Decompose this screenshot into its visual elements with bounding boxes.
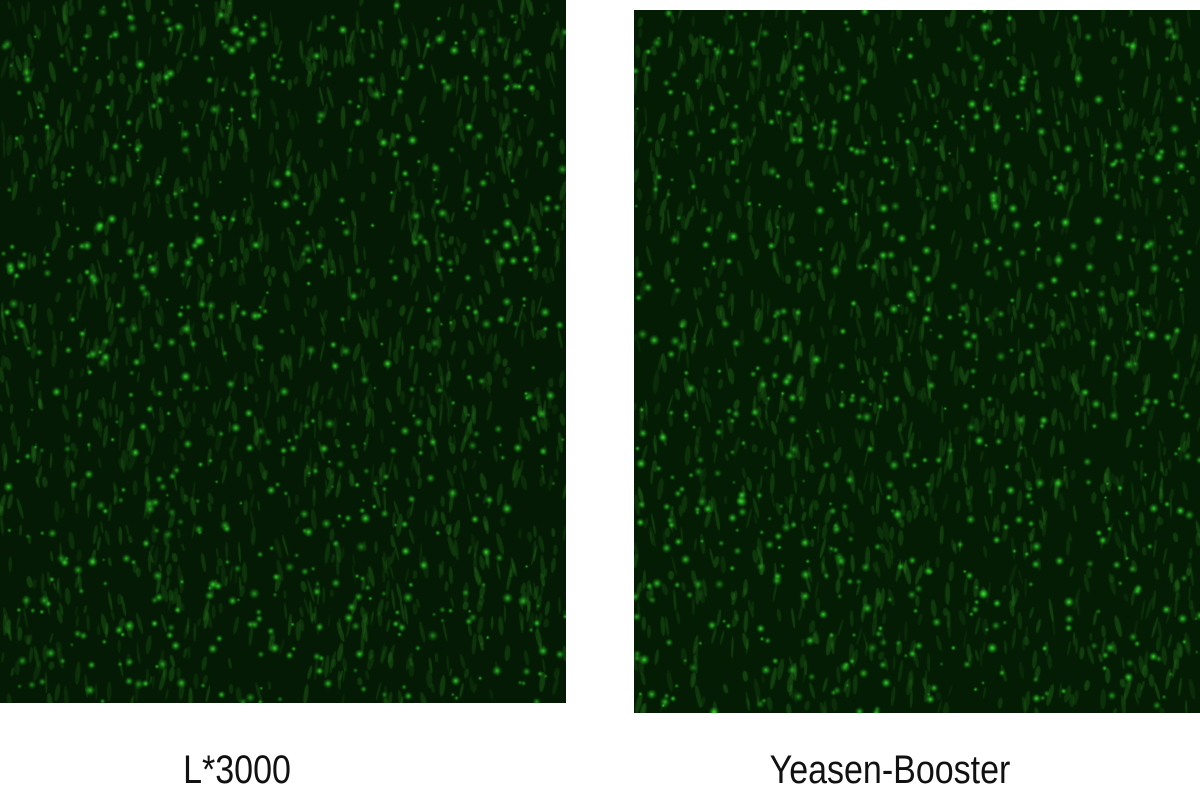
fluorescence-image-yeasen-booster xyxy=(634,10,1200,713)
panel-label-l3000: L*3000 xyxy=(183,748,291,792)
panel-label-yeasen-booster: Yeasen-Booster xyxy=(769,748,1011,792)
fluorescence-image-l3000 xyxy=(0,0,566,703)
